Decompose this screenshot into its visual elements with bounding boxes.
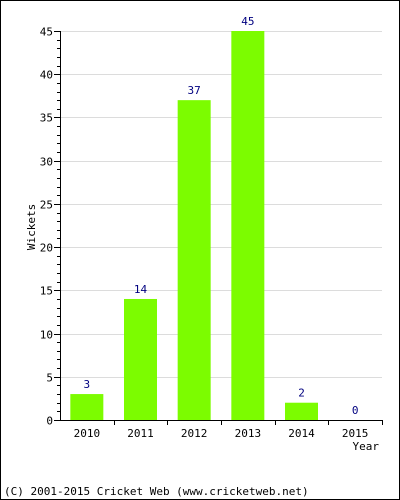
bar-2012	[177, 100, 211, 421]
bar-2011	[124, 298, 157, 420]
y-axis-title: Wickets	[25, 204, 38, 250]
bar-2014	[285, 402, 318, 420]
copyright-footer: (C) 2001-2015 Cricket Web (www.cricketwe…	[4, 485, 309, 498]
data-label: 37	[188, 84, 201, 97]
x-tick-label: 2010	[74, 427, 101, 440]
x-tick-label: 2011	[127, 427, 154, 440]
bars	[70, 31, 318, 421]
y-tick-labels: 0 5 10 15 20 25 30 35 40 45	[40, 26, 53, 428]
x-tick-labels: 2010 2011 2012 2013 2014 2015	[74, 427, 369, 440]
data-label: 14	[134, 283, 148, 296]
y-tick-label: 15	[40, 285, 53, 298]
y-tick-label: 5	[46, 372, 53, 385]
x-tick-label: 2013	[235, 427, 262, 440]
y-tick-label: 20	[40, 242, 53, 255]
gridlines	[60, 31, 382, 378]
y-tick-label: 35	[40, 112, 53, 125]
y-tick-label: 45	[40, 26, 53, 39]
bar-2013	[231, 31, 265, 420]
data-label: 3	[84, 378, 91, 391]
data-labels: 3 14 37 45 2 0	[84, 15, 359, 417]
data-label: 2	[298, 387, 305, 400]
x-axis-title: Year	[353, 440, 380, 453]
y-tick-label: 40	[40, 69, 53, 82]
x-tick-label: 2015	[342, 427, 369, 440]
y-tick-label: 10	[40, 329, 53, 342]
x-tick-label: 2014	[288, 427, 315, 440]
x-tick-label: 2012	[181, 427, 208, 440]
bar-2010	[70, 394, 104, 420]
axes	[54, 31, 383, 425]
y-tick-label: 30	[40, 156, 53, 169]
data-label: 45	[241, 15, 254, 28]
y-tick-label: 25	[40, 199, 53, 212]
y-tick-label: 0	[46, 415, 53, 428]
data-label: 0	[352, 404, 359, 417]
